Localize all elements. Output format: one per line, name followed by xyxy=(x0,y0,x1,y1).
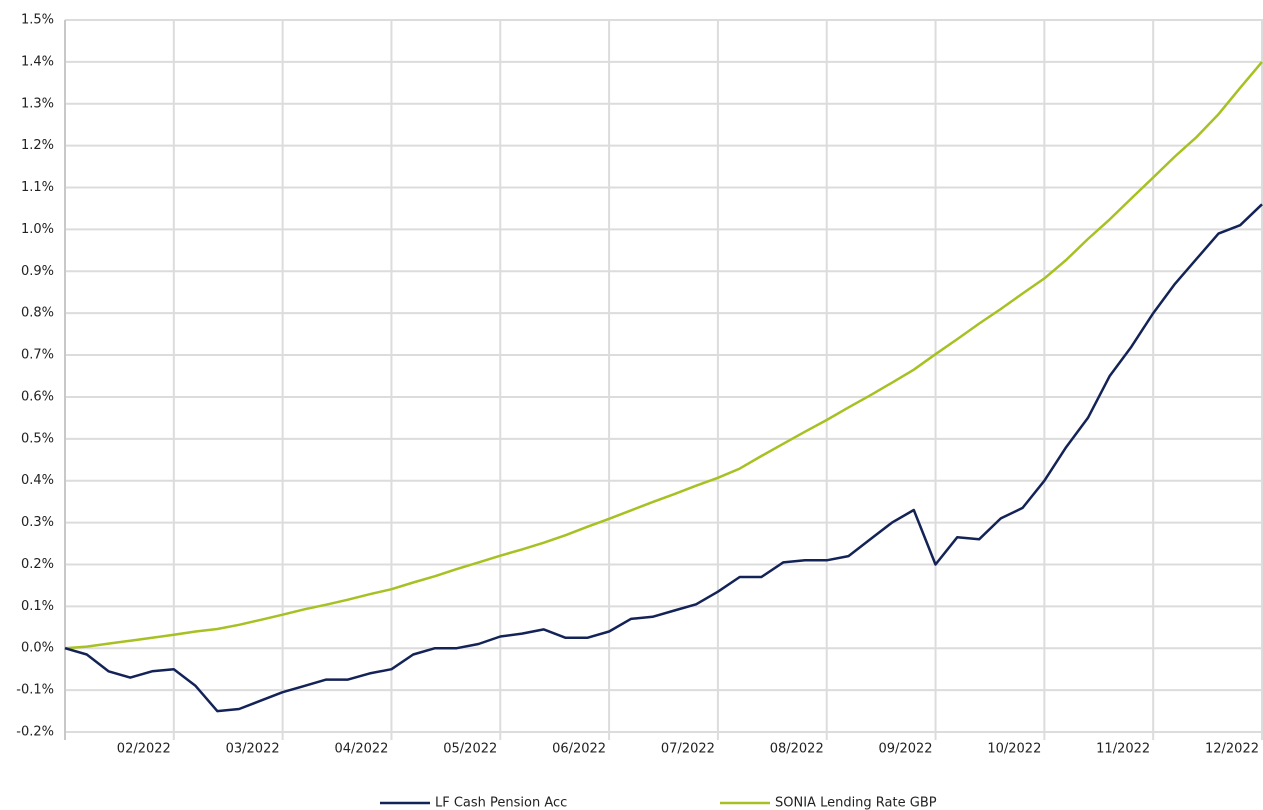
x-tick-label: 06/2022 xyxy=(552,742,606,757)
y-tick-label: 0.6% xyxy=(21,389,54,404)
series-line xyxy=(64,203,1263,713)
x-tick-label: 05/2022 xyxy=(443,742,497,757)
x-tick-label: 03/2022 xyxy=(226,742,280,757)
y-tick-label: -0.1% xyxy=(16,683,54,698)
x-tick-label: 07/2022 xyxy=(661,742,715,757)
legend-label: LF Cash Pension Acc xyxy=(435,796,567,810)
x-tick-label: 09/2022 xyxy=(879,742,933,757)
y-tick-label: -0.2% xyxy=(16,725,54,740)
legend-label: SONIA Lending Rate GBP xyxy=(775,796,937,810)
y-tick-label: 0.3% xyxy=(21,515,54,530)
y-tick-label: 0.2% xyxy=(21,557,54,572)
x-tick-label: 08/2022 xyxy=(770,742,824,757)
y-tick-label: 1.3% xyxy=(21,96,54,111)
y-tick-label: 0.4% xyxy=(21,473,54,488)
y-tick-label: 1.2% xyxy=(21,138,54,153)
y-tick-label: 0.8% xyxy=(21,306,54,321)
y-tick-label: 1.1% xyxy=(21,180,54,195)
y-tick-label: 1.0% xyxy=(21,222,54,237)
y-tick-label: 0.1% xyxy=(21,599,54,614)
x-tick-label: 10/2022 xyxy=(987,742,1041,757)
y-tick-label: 1.5% xyxy=(21,13,54,28)
y-tick-label: 0.0% xyxy=(21,641,54,656)
x-tick-label: 12/2022 xyxy=(1205,742,1259,757)
x-tick-label: 04/2022 xyxy=(334,742,388,757)
x-tick-label: 02/2022 xyxy=(117,742,171,757)
series-line xyxy=(64,61,1263,650)
y-tick-label: 0.7% xyxy=(21,348,54,363)
y-tick-label: 1.4% xyxy=(21,54,54,69)
x-tick-label: 11/2022 xyxy=(1096,742,1150,757)
y-tick-label: 0.5% xyxy=(21,431,54,446)
y-tick-label: 0.9% xyxy=(21,264,54,279)
